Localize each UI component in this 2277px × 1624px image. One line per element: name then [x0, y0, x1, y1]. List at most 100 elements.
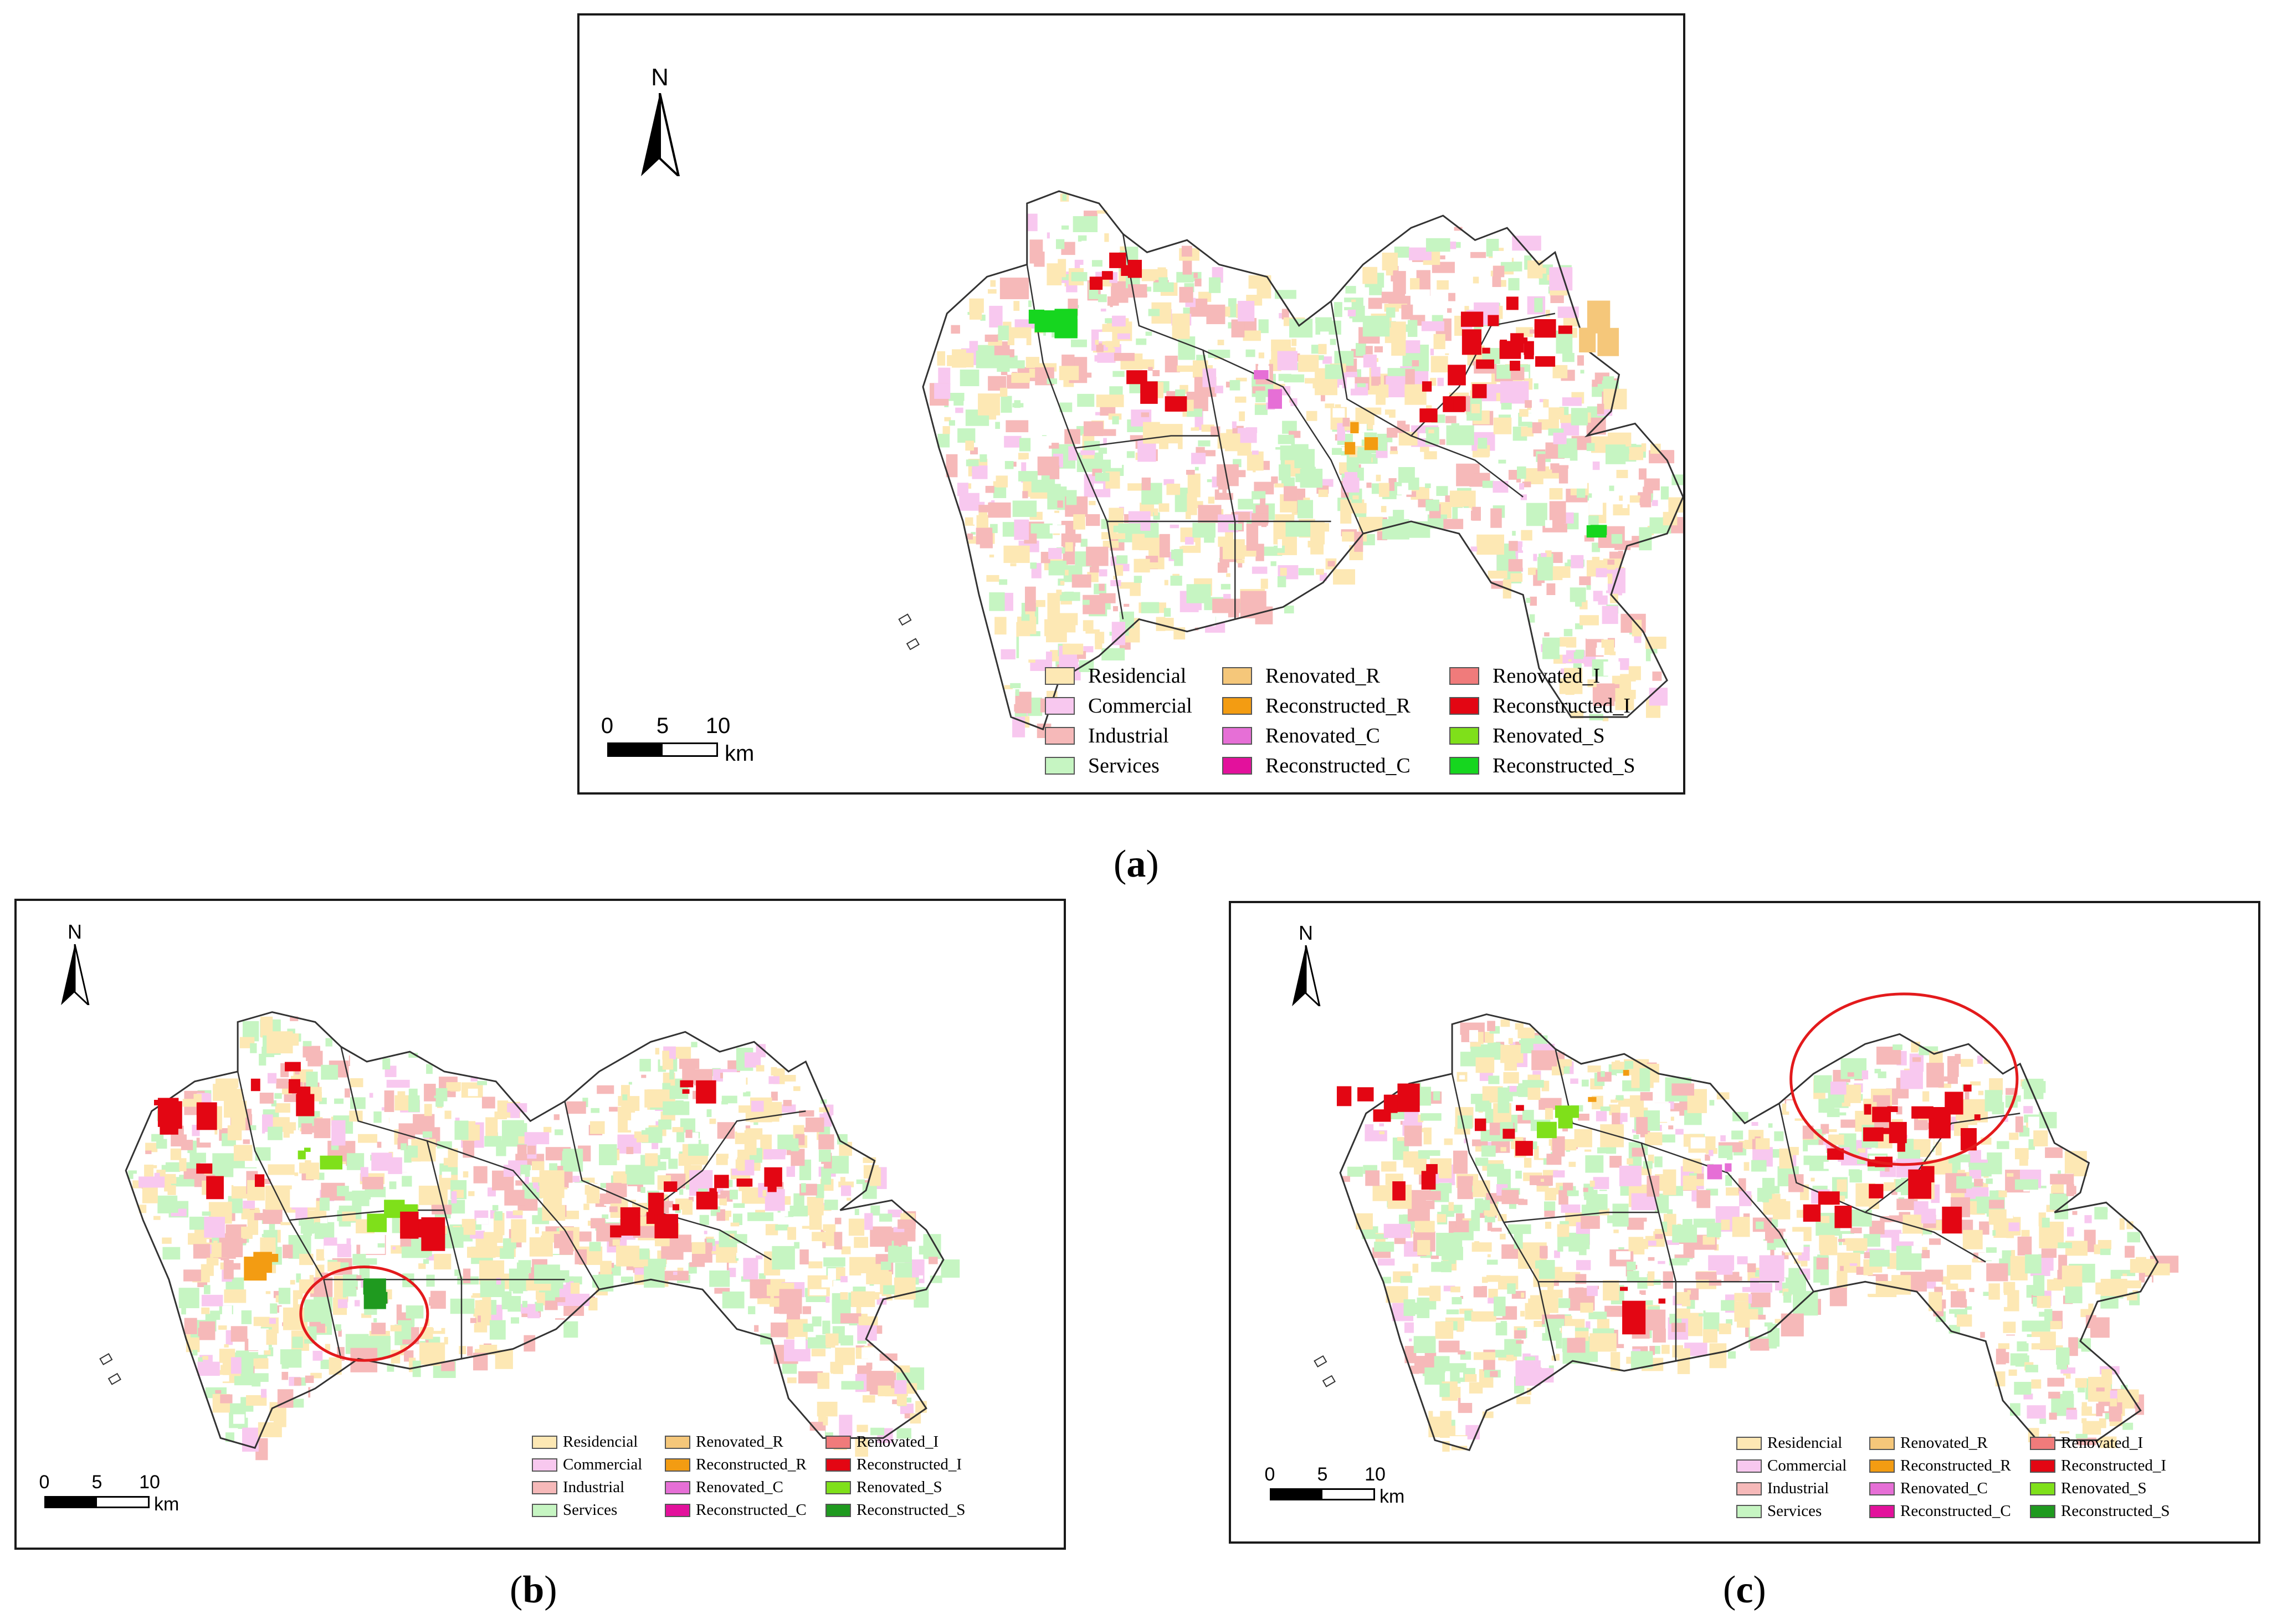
landuse-parcel — [1490, 1371, 1498, 1377]
renewal-patch — [1537, 1121, 1557, 1139]
landuse-parcel — [1338, 462, 1348, 474]
landuse-parcel — [1037, 456, 1059, 476]
landuse-parcel — [692, 1273, 702, 1284]
landuse-parcel — [1174, 549, 1183, 566]
landuse-parcel — [1171, 550, 1177, 560]
landuse-parcel — [1603, 564, 1616, 570]
landuse-parcel — [1579, 615, 1599, 626]
landuse-parcel — [1366, 482, 1372, 488]
legend: Residencial Renovated_R Renovated_I Commerc… — [1045, 664, 1660, 778]
landuse-parcel — [754, 1325, 759, 1332]
landuse-parcel — [1470, 1046, 1487, 1059]
landuse-parcel — [2058, 1242, 2072, 1248]
landuse-parcel — [689, 1197, 694, 1202]
landuse-parcel — [1770, 1249, 1775, 1257]
landuse-parcel — [904, 1397, 912, 1403]
landuse-parcel — [818, 1134, 834, 1150]
landuse-parcel — [1609, 485, 1614, 491]
landuse-parcel — [730, 1222, 740, 1227]
landuse-parcel — [1642, 1143, 1648, 1155]
landuse-parcel — [1709, 1150, 1714, 1156]
landuse-parcel — [1519, 409, 1529, 417]
landuse-parcel — [250, 1125, 257, 1130]
landuse-parcel — [362, 1176, 383, 1190]
legend-label: Reconstructed_C — [696, 1501, 807, 1519]
renewal-patch — [1506, 296, 1519, 310]
landuse-parcel — [1164, 580, 1168, 586]
renewal-patch — [610, 1225, 622, 1238]
landuse-parcel — [1645, 1241, 1657, 1246]
landuse-parcel — [1548, 407, 1565, 419]
landuse-parcel — [1545, 520, 1553, 528]
landuse-parcel — [840, 1276, 848, 1283]
renewal-patch — [1597, 327, 1619, 356]
landuse-parcel — [305, 1160, 311, 1165]
renewal-patch — [736, 1179, 753, 1187]
landuse-parcel — [1956, 1176, 1972, 1189]
landuse-parcel — [494, 1111, 507, 1119]
scale-bar-graphic — [44, 1496, 150, 1508]
landuse-parcel — [1175, 389, 1186, 398]
landuse-parcel — [745, 1160, 755, 1176]
landuse-parcel — [1500, 1147, 1506, 1152]
legend-swatch — [2030, 1504, 2055, 1518]
landuse-parcel — [202, 1211, 211, 1216]
landuse-parcel — [1416, 452, 1424, 464]
landuse-parcel — [1896, 1198, 1918, 1210]
landuse-parcel — [1549, 501, 1566, 524]
landuse-parcel — [1921, 1208, 1936, 1224]
landuse-parcel — [1179, 546, 1189, 553]
landuse-parcel — [1668, 1100, 1674, 1109]
landuse-parcel — [937, 351, 946, 366]
landuse-parcel — [1781, 1313, 1804, 1336]
landuse-parcel — [210, 1310, 220, 1320]
highlight-ellipse — [1789, 992, 2019, 1166]
landuse-parcel — [1732, 1111, 1748, 1121]
landuse-parcel — [990, 280, 996, 287]
landuse-parcel — [434, 1095, 438, 1098]
renewal-patch — [1357, 1087, 1374, 1102]
landuse-parcel — [1495, 537, 1499, 544]
landuse-parcel — [1530, 596, 1537, 606]
landuse-parcel — [972, 465, 988, 479]
landuse-parcel — [1508, 559, 1523, 572]
landuse-parcel — [771, 1322, 788, 1338]
landuse-parcel — [1551, 552, 1563, 563]
renewal-patch — [1534, 319, 1556, 338]
landuse-parcel — [2100, 1436, 2117, 1448]
landuse-parcel — [2003, 1321, 2016, 1333]
landuse-parcel — [779, 1289, 802, 1314]
landuse-parcel — [1393, 271, 1406, 294]
landuse-parcel — [1571, 408, 1588, 426]
landuse-parcel — [1543, 399, 1549, 408]
landuse-parcel — [1245, 427, 1258, 433]
landuse-parcel — [314, 1222, 335, 1239]
landuse-parcel — [1383, 1223, 1411, 1238]
landuse-parcel — [268, 1164, 295, 1175]
legend-swatch — [532, 1458, 557, 1472]
landuse-parcel — [371, 1323, 386, 1334]
landuse-parcel — [1454, 315, 1463, 336]
landuse-parcel — [819, 1107, 830, 1113]
landuse-parcel — [1545, 550, 1552, 562]
landuse-parcel — [1757, 1187, 1768, 1202]
landuse-parcel — [957, 428, 976, 443]
landuse-parcel — [1516, 1396, 1531, 1405]
landuse-parcel — [1083, 421, 1104, 437]
landuse-parcel — [535, 1227, 539, 1234]
landuse-parcel — [1575, 623, 1583, 629]
landuse-parcel — [582, 1177, 598, 1184]
landuse-parcel — [1481, 1277, 1488, 1283]
renewal-patch — [1109, 252, 1126, 268]
landuse-parcel — [450, 1298, 475, 1314]
legend-label: Renovated_S — [2061, 1479, 2147, 1497]
landuse-parcel — [512, 1210, 523, 1216]
landuse-parcel — [2007, 1173, 2014, 1177]
landuse-parcel — [1170, 575, 1182, 586]
landuse-parcel — [1584, 535, 1594, 542]
legend-label: Commercial — [563, 1456, 643, 1473]
renewal-patch — [1834, 1206, 1852, 1228]
landuse-parcel — [1974, 1179, 1983, 1187]
landuse-parcel — [840, 1335, 854, 1346]
landuse-parcel — [733, 1203, 745, 1208]
